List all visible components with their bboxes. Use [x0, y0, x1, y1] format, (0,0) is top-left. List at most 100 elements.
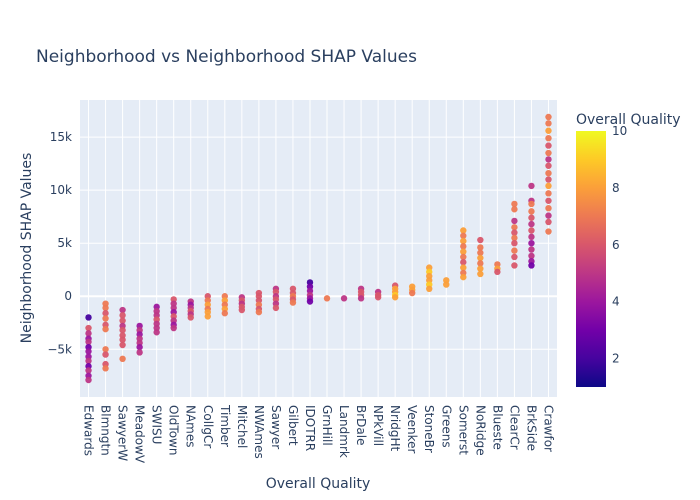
x-tick-label: ClearCr [507, 405, 521, 450]
data-point [511, 253, 518, 261]
data-point [545, 218, 552, 226]
data-point [545, 212, 552, 219]
x-tick-label: NridgHt [388, 405, 402, 452]
colorbar-tick-label: 8 [612, 181, 620, 195]
data-point [272, 304, 280, 312]
data-point [323, 295, 331, 302]
data-point [545, 149, 552, 157]
data-point [528, 239, 535, 247]
data-point [136, 343, 143, 351]
data-point [477, 236, 484, 244]
data-point [477, 265, 484, 272]
chart-title: Neighborhood vs Neighborhood SHAP Values [36, 47, 417, 67]
x-tick-label: Somerst [456, 405, 470, 455]
colorbar [576, 131, 606, 387]
data-point [85, 330, 92, 337]
data-point [102, 315, 109, 322]
data-point [340, 295, 348, 302]
data-point [289, 299, 297, 306]
colorbar-tick-label: 6 [612, 238, 620, 252]
data-point [545, 204, 552, 212]
data-point [102, 365, 109, 372]
data-point [477, 270, 484, 278]
data-point [85, 348, 92, 355]
data-point [545, 142, 552, 149]
data-point [545, 169, 552, 177]
plot-area [80, 100, 557, 397]
x-tick-label: IDOTRR [303, 405, 317, 451]
x-tick-label: NAmes [184, 405, 198, 448]
data-point [477, 260, 484, 267]
x-tick-label: SawyerW [116, 405, 130, 461]
data-point [477, 254, 484, 262]
data-point [545, 162, 552, 169]
data-point [545, 134, 552, 142]
x-tick-label: Edwards [82, 405, 96, 456]
data-point [85, 338, 92, 346]
data-point [528, 182, 535, 190]
data-point [528, 220, 535, 228]
data-point [528, 252, 535, 260]
data-point [545, 197, 552, 204]
x-tick-label: Crawfor [541, 405, 555, 452]
y-axis-ticks: −5k 0 5k 10k 15k [47, 130, 72, 356]
data-point [460, 227, 467, 234]
data-point [511, 229, 518, 236]
data-point [545, 176, 552, 183]
colorbar-title: Overall Quality [576, 112, 681, 128]
data-point [460, 248, 467, 255]
data-point [460, 264, 467, 271]
data-point [545, 228, 552, 235]
data-point [153, 329, 160, 336]
data-point [511, 224, 518, 231]
data-point [460, 237, 467, 245]
x-tick-label: NPkVill [371, 405, 385, 446]
data-point [545, 190, 552, 197]
data-point [204, 313, 211, 320]
data-point [119, 306, 126, 314]
data-point [460, 259, 467, 266]
data-point [85, 367, 92, 374]
data-point [528, 200, 535, 208]
data-point [391, 294, 399, 301]
data-point [477, 249, 484, 256]
colorbar-ticks: 2 4 6 8 10 [612, 124, 627, 366]
y-axis-title: Neighborhood SHAP Values [19, 153, 35, 344]
data-point [545, 156, 552, 163]
data-point [187, 314, 194, 321]
data-point [221, 310, 229, 317]
data-point [85, 357, 92, 365]
data-point [528, 246, 535, 253]
data-point [545, 127, 552, 134]
data-point [255, 308, 263, 316]
data-point [443, 281, 450, 288]
x-axis-title: Overall Quality [266, 476, 371, 492]
data-point [528, 233, 535, 241]
x-tick-label: Veenker [405, 405, 419, 454]
x-tick-label: Greens [439, 405, 453, 448]
data-point [511, 247, 518, 254]
data-point [460, 243, 467, 250]
data-point [494, 268, 501, 276]
data-point [85, 314, 92, 321]
data-point [511, 239, 518, 247]
x-tick-label: Landmrk [337, 405, 351, 458]
data-point [119, 317, 126, 324]
x-tick-label: OldTown [167, 405, 181, 455]
data-point [460, 273, 467, 281]
data-point [374, 294, 382, 301]
data-point [85, 376, 92, 384]
data-point [477, 244, 484, 251]
data-point [528, 214, 535, 221]
x-tick-label: SWISU [150, 405, 164, 444]
data-point [528, 208, 535, 215]
x-axis-ticks: Edwards Blmngtn SawyerW MeadowV SWISU OldTown… [82, 404, 556, 464]
data-point [306, 298, 314, 305]
data-point [511, 262, 518, 269]
data-point [102, 325, 109, 333]
y-tick-label: −5k [47, 342, 72, 356]
data-point [460, 253, 467, 261]
data-point [238, 306, 246, 314]
